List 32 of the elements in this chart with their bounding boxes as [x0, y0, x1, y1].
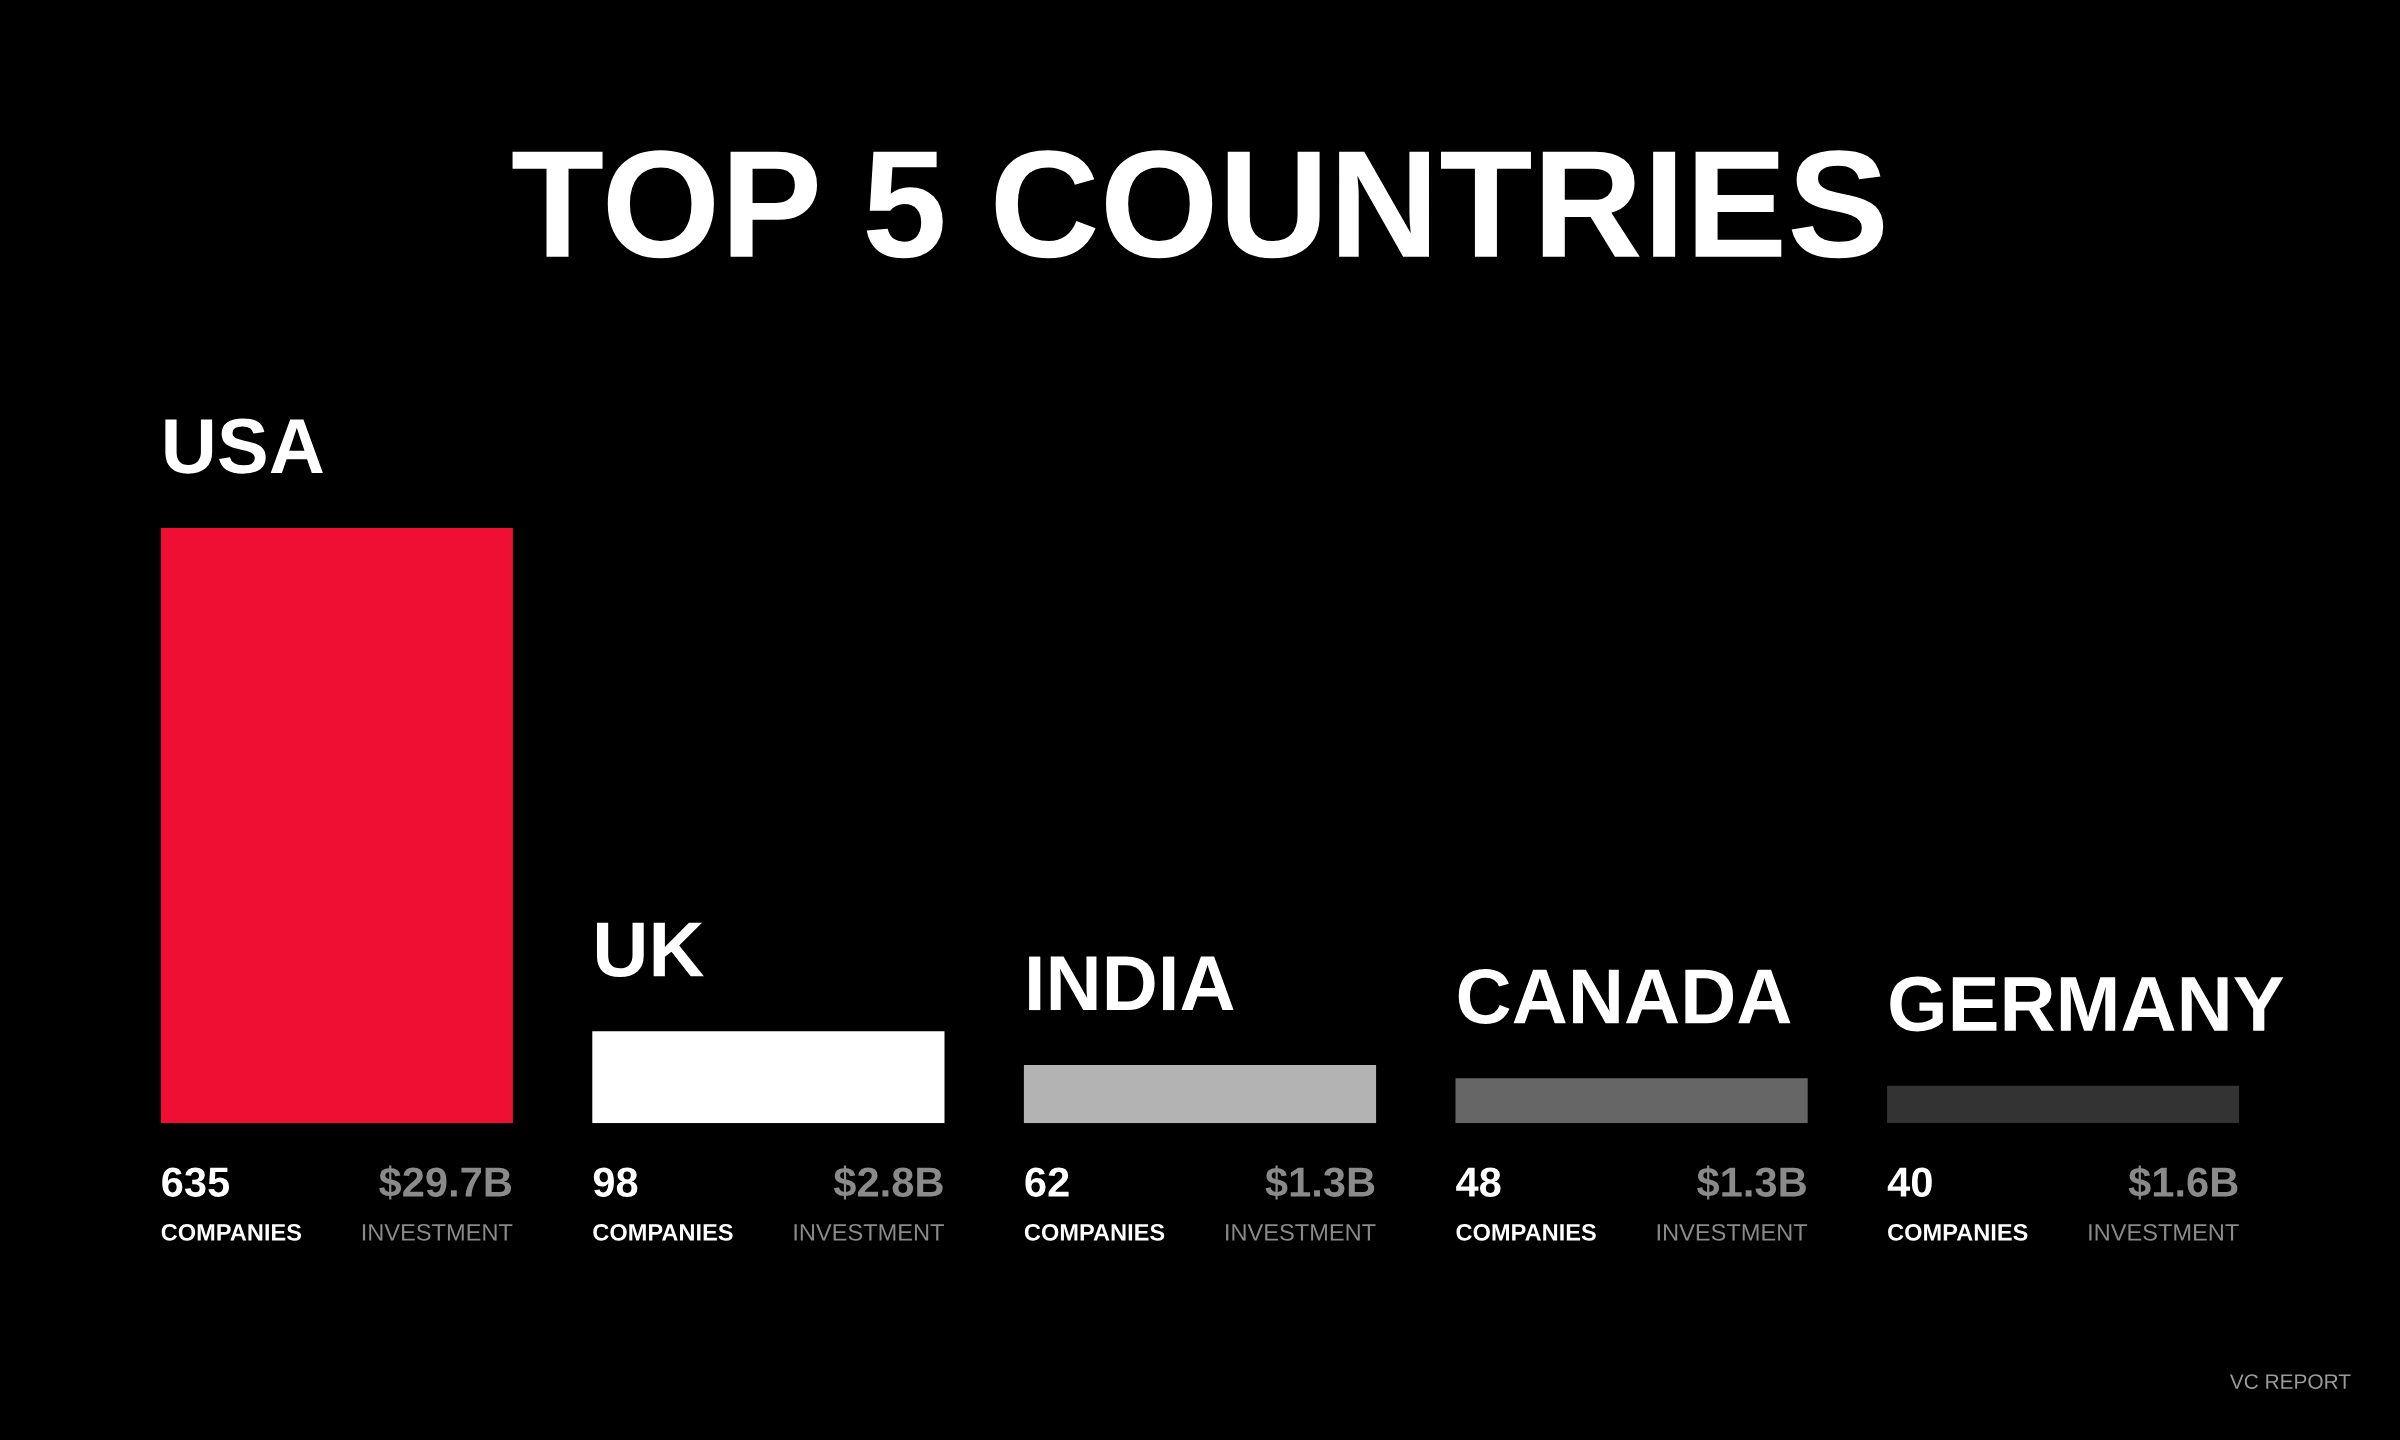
bar — [1455, 1078, 1808, 1124]
bar — [1887, 1085, 2240, 1124]
text: COMPANIES — [593, 1223, 733, 1241]
text: COMPANIES — [161, 1223, 302, 1241]
text: INVESTMENT — [1226, 1223, 1376, 1241]
text: COMPANIES — [1456, 1223, 1596, 1241]
x-tick-label: GERMANY — [1890, 976, 2284, 1032]
bar — [160, 527, 513, 1124]
text: $2.8B — [833, 1165, 943, 1200]
data-label: 48 — [1456, 1167, 1501, 1197]
text: $1.3B — [1265, 1165, 1375, 1200]
text: INVESTMENT — [362, 1223, 513, 1241]
x-tick-label: INDIA — [1029, 956, 1234, 1011]
x-tick-label: UK — [596, 922, 704, 978]
bar — [1023, 1065, 1377, 1124]
text: $29.7B — [379, 1165, 512, 1200]
text: INVESTMENT — [1657, 1223, 1808, 1241]
text: $1.6B — [2128, 1165, 2238, 1200]
bar — [592, 1031, 945, 1124]
text: COMPANIES — [1024, 1223, 1165, 1241]
x-tick-label: CANADA — [1458, 968, 1791, 1024]
data-label: 98 — [593, 1167, 638, 1197]
text: VC REPORT — [2229, 1374, 2351, 1389]
text: $1.3B — [1697, 1165, 1806, 1200]
data-label: 62 — [1025, 1167, 1069, 1197]
data-label: 40 — [1887, 1167, 1932, 1197]
data-label: 635 — [162, 1167, 230, 1197]
x-tick-label: USA — [165, 418, 323, 474]
chart-title: TOP 5 COUNTRIES — [512, 150, 1884, 259]
text: INVESTMENT — [2089, 1223, 2239, 1241]
text: INVESTMENT — [794, 1223, 944, 1241]
text: COMPANIES — [1888, 1223, 2028, 1241]
